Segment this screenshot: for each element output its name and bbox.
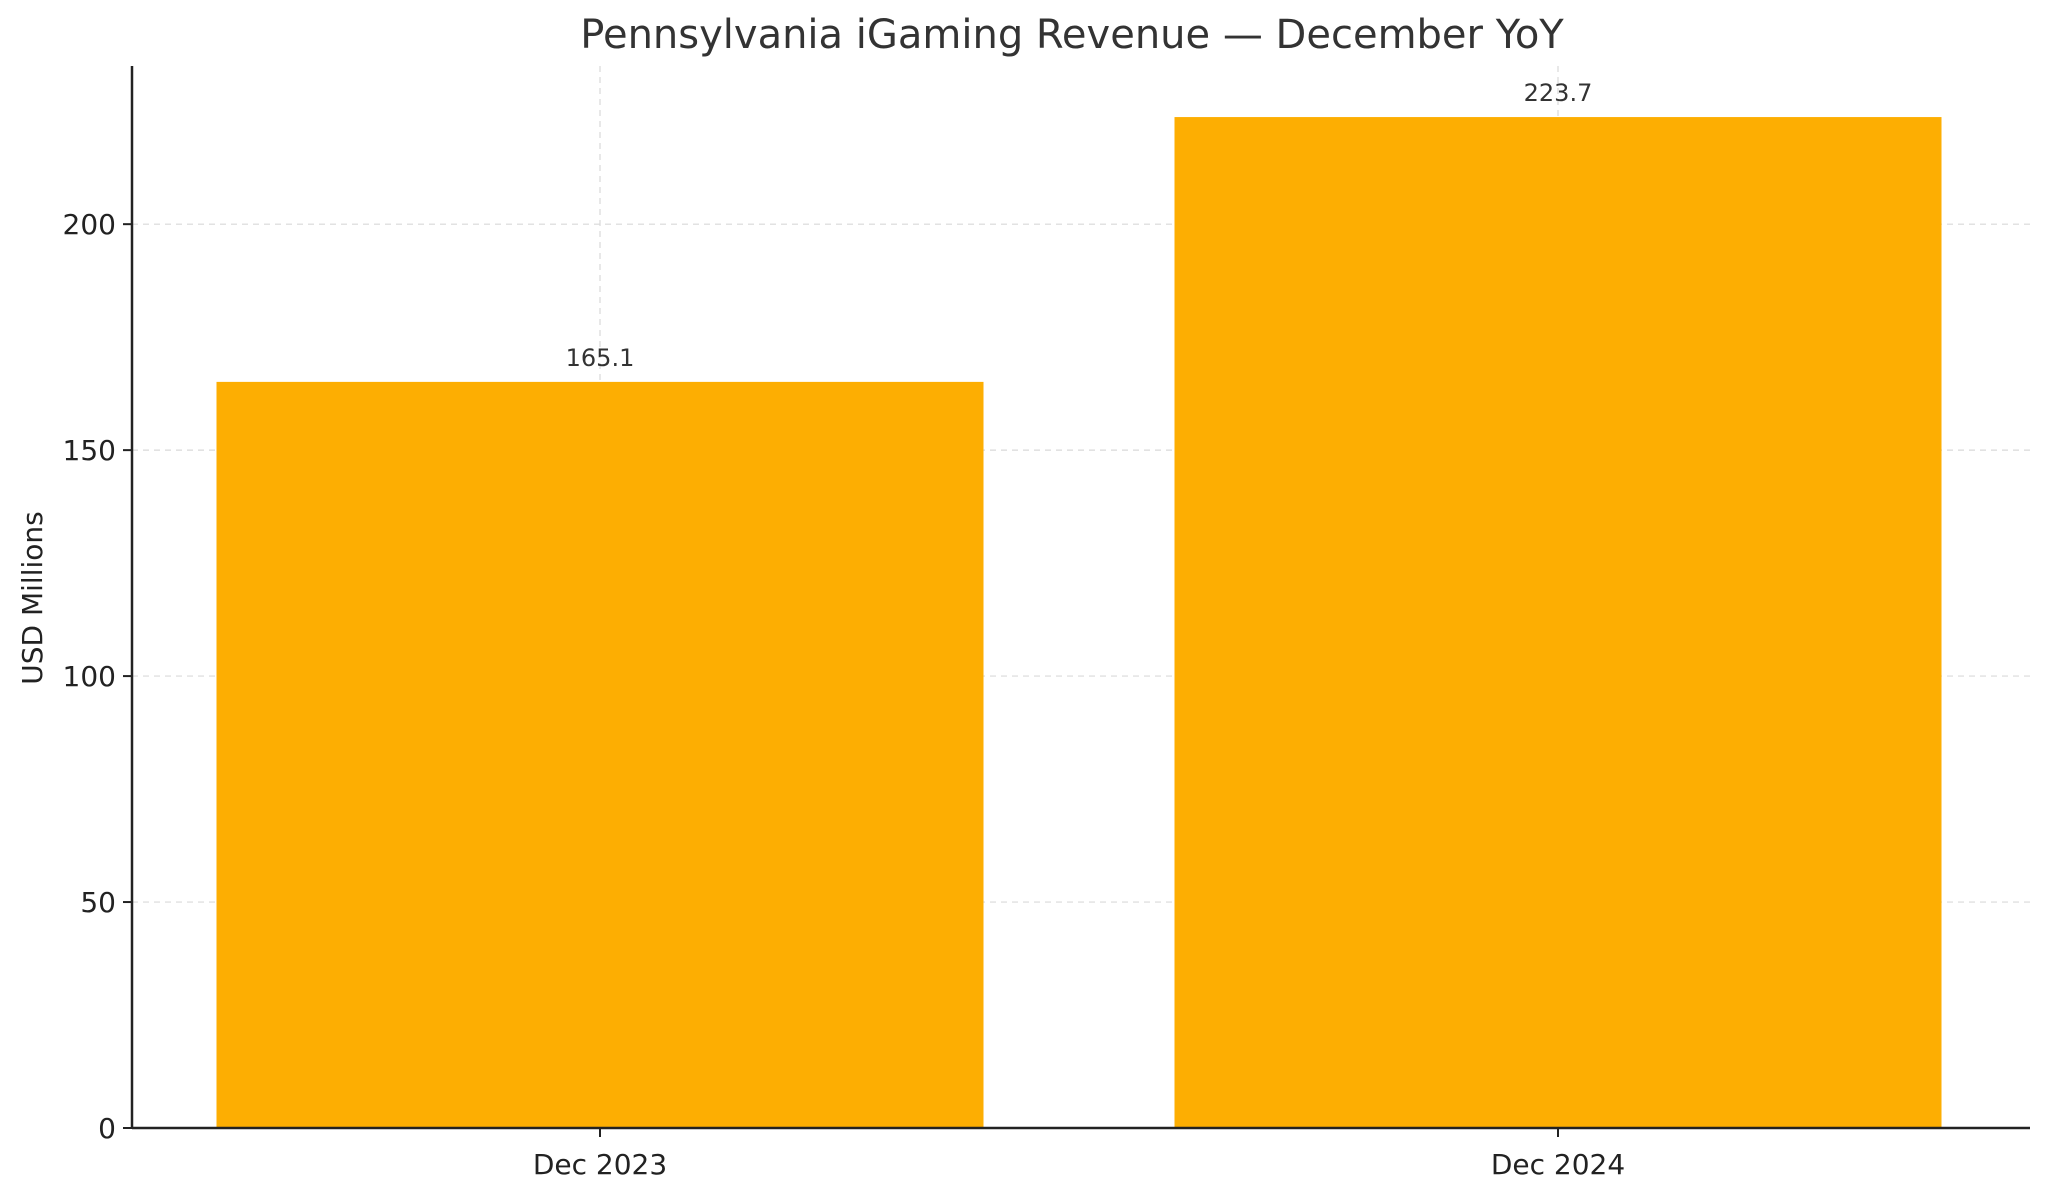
data-label-layer: 165.1 223.7 bbox=[566, 79, 1593, 372]
x-tick-label: Dec 2024 bbox=[1491, 1148, 1625, 1181]
y-tick-label: 100 bbox=[63, 660, 116, 693]
tick-layer: 0 50 100 150 200 Dec 2023 Dec 2024 bbox=[63, 208, 1626, 1181]
bar bbox=[1174, 117, 1942, 1128]
y-tick-label: 150 bbox=[63, 434, 116, 467]
y-axis-label: USD Millions bbox=[16, 511, 49, 684]
axis-layer bbox=[130, 66, 2030, 1130]
data-label: 223.7 bbox=[1524, 79, 1593, 107]
bar-layer bbox=[216, 117, 1942, 1128]
x-tick-label: Dec 2023 bbox=[533, 1148, 667, 1181]
chart-title: Pennsylvania iGaming Revenue — December … bbox=[580, 12, 1564, 58]
y-tick-label: 200 bbox=[63, 208, 116, 241]
y-tick-label: 50 bbox=[80, 886, 116, 919]
y-tick-label: 0 bbox=[98, 1112, 116, 1145]
bar bbox=[216, 381, 984, 1128]
data-label: 165.1 bbox=[566, 344, 635, 372]
